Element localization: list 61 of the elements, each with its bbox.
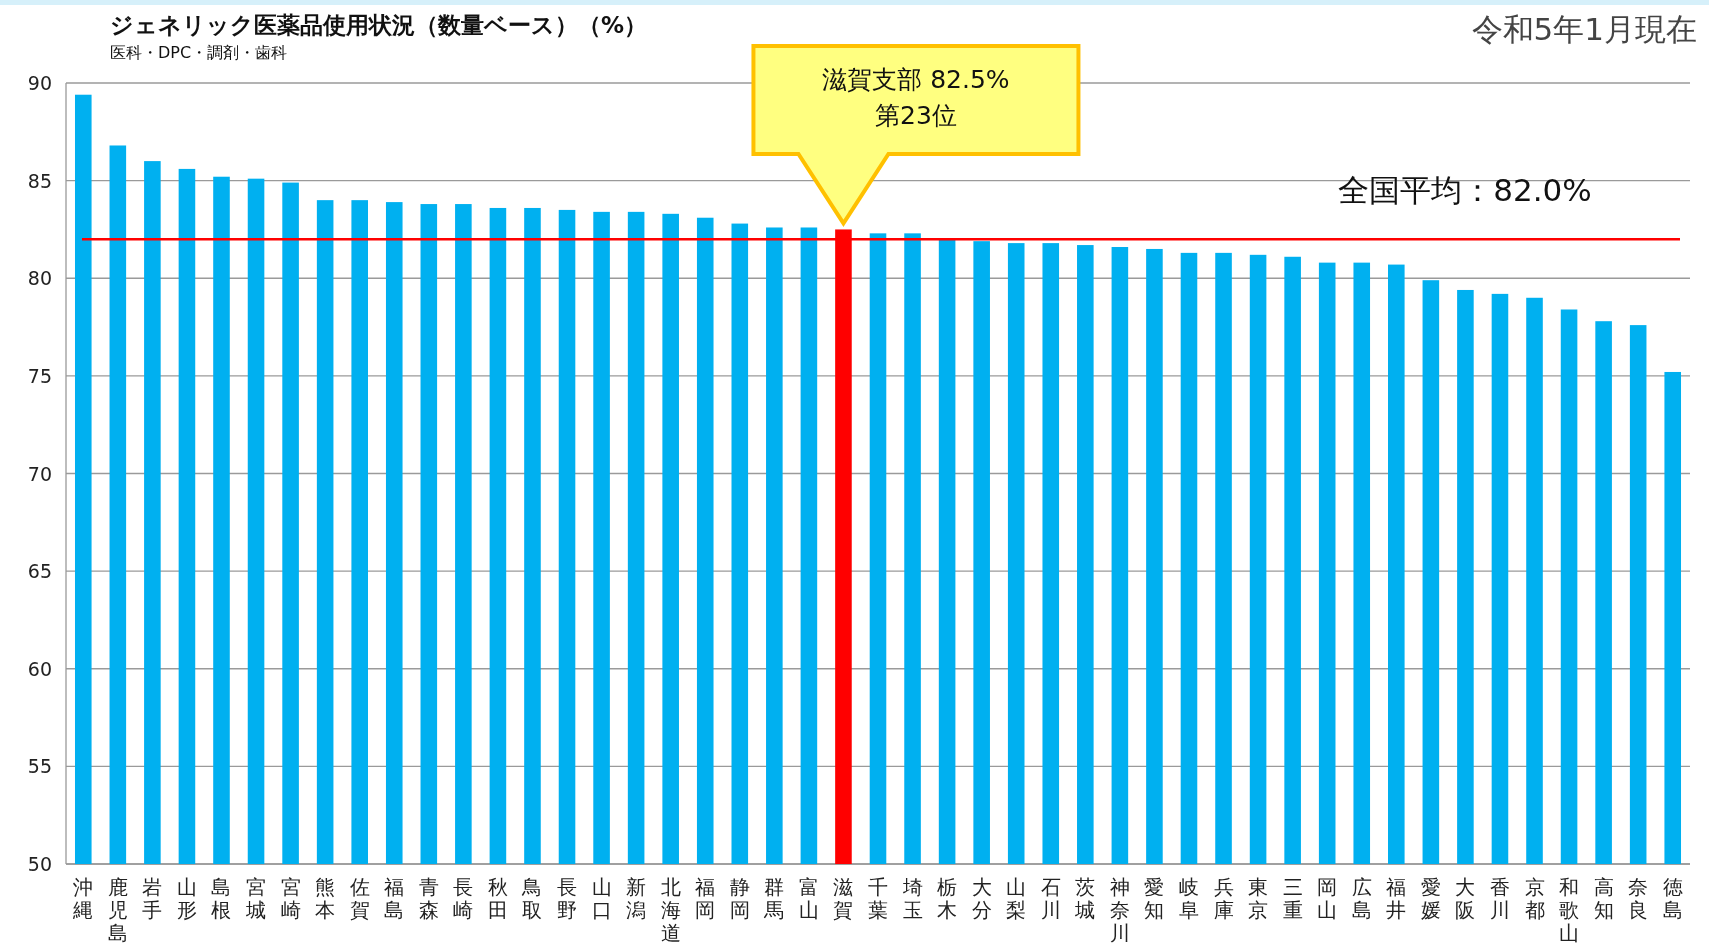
x-tick-label: 高知	[1593, 875, 1614, 922]
x-tick-label: 新潟	[626, 875, 647, 922]
x-tick-label: 栃木	[937, 875, 958, 922]
x-tick-label: 鹿児島	[107, 875, 128, 945]
x-tick-label: 山形	[176, 875, 197, 922]
x-tick-label: 富山	[798, 875, 819, 922]
chart-title: ジェネリック医薬品使用状況（数量ベース）（%）	[110, 12, 648, 38]
text: 令和5年1月現在	[1471, 11, 1697, 47]
y-tick-label: 70	[27, 462, 52, 485]
x-tick-label: 福島	[384, 875, 405, 922]
x-tick-label: 愛媛	[1420, 875, 1441, 922]
x-tick-label: 和歌山	[1559, 875, 1580, 945]
x-tick-label: 岐阜	[1178, 875, 1199, 922]
x-tick-label: 佐賀	[349, 875, 370, 922]
x-tick-label: 石川	[1040, 875, 1061, 922]
y-tick-label: 60	[27, 657, 52, 680]
x-tick-label: 岩手	[142, 875, 163, 922]
x-tick-label: 茨城	[1074, 875, 1096, 922]
x-tick-label: 神奈川	[1109, 875, 1130, 945]
x-tick-label: 秋田	[487, 875, 508, 922]
x-tick-label: 三重	[1282, 875, 1303, 922]
x-tick-label: 青森	[418, 875, 439, 922]
x-tick-label: 宮崎	[280, 875, 301, 922]
x-tick-label: 長崎	[453, 875, 474, 922]
x-tick-label: 沖縄	[72, 875, 94, 922]
annotation: 滋賀支部 82.5% 第23位	[822, 65, 1010, 130]
x-tick-label: 大阪	[1455, 875, 1476, 922]
y-tick-label: 80	[27, 267, 52, 290]
y-tick-label: 55	[27, 755, 52, 778]
x-tick-label: 香川	[1489, 875, 1510, 922]
x-tick-label: 埼玉	[901, 875, 923, 922]
x-tick-label: 長野	[557, 875, 578, 922]
y-tick-label: 50	[27, 853, 52, 875]
x-tick-label: 兵庫	[1213, 875, 1234, 922]
ref-line-label: 全国平均：82.0%	[1338, 172, 1592, 209]
x-tick-label: 滋賀	[833, 875, 854, 922]
x-tick-label: 島根	[211, 875, 232, 922]
x-tick-label: 徳島	[1662, 875, 1683, 922]
x-tick-label: 岡山	[1317, 875, 1338, 922]
y-tick-label: 75	[27, 364, 52, 387]
x-tick-label: 宮城	[245, 875, 267, 922]
x-tick-label: 奈良	[1628, 875, 1649, 922]
x-tick-label: 千葉	[868, 875, 888, 922]
x-tick-label: 山口	[591, 875, 612, 922]
y-tick-label: 85	[27, 169, 52, 192]
x-tick-label: 群馬	[763, 875, 785, 922]
x-tick-label: 福岡	[695, 875, 716, 922]
x-tick-label: 山梨	[1006, 875, 1027, 922]
x-tick-label: 鳥取	[521, 875, 543, 922]
x-tick-label: 大分	[971, 875, 992, 922]
x-tick-label: 京都	[1524, 875, 1545, 922]
x-tick-label: 広島	[1351, 875, 1372, 922]
x-tick-label: 福井	[1386, 875, 1407, 922]
chart-subtitle: 医科・DPC・調剤・歯科	[110, 43, 288, 62]
x-tick-label: 熊本	[315, 875, 336, 922]
y-tick-label: 90	[27, 72, 52, 94]
y-tick-label: 65	[27, 560, 52, 583]
x-tick-label: 東京	[1248, 875, 1269, 922]
x-tick-label: 静岡	[729, 875, 750, 922]
x-tick-label: 北海道	[660, 875, 681, 945]
x-tick-label: 愛知	[1144, 875, 1165, 922]
